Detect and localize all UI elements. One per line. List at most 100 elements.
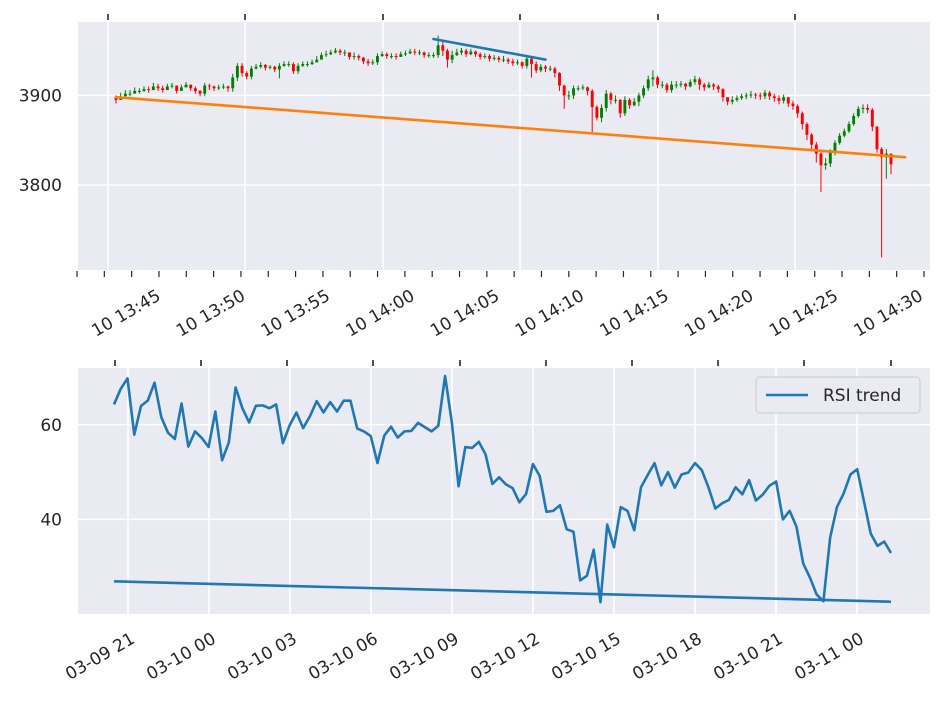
- candle-body: [333, 50, 337, 53]
- chart1-trendline: [114, 95, 907, 159]
- candle-body: [315, 59, 319, 63]
- candle-body: [291, 64, 295, 72]
- candle-body: [586, 87, 589, 91]
- candle-body: [170, 85, 174, 87]
- candle-body: [436, 45, 440, 56]
- candle-body: [819, 153, 823, 166]
- chart1-x-tick-label: 10 14:15: [597, 286, 673, 341]
- chart1-x-tick-label: 10 14:20: [681, 286, 757, 341]
- candle-body: [460, 50, 463, 53]
- candle-body: [399, 54, 403, 57]
- candle-body: [520, 62, 524, 66]
- candle-body: [623, 99, 627, 114]
- candle-body: [189, 84, 193, 89]
- chart2-x-tick-label: 03-10 12: [467, 629, 543, 685]
- candle-body: [763, 92, 767, 97]
- candle-body: [712, 84, 716, 87]
- chart2-x-tick-label: 03-10 15: [548, 629, 624, 685]
- candle-body: [651, 77, 655, 80]
- candle-body: [810, 134, 814, 145]
- candle-body: [446, 50, 449, 60]
- candle-body: [637, 95, 641, 102]
- candle-body: [866, 107, 870, 110]
- chart1-y-tick-label: 3900: [19, 86, 62, 106]
- candle-body: [744, 95, 748, 97]
- candle-body: [875, 126, 879, 150]
- candle-body: [324, 54, 328, 56]
- candle-body: [432, 55, 435, 57]
- candle-body: [319, 55, 323, 60]
- candle-body: [889, 153, 893, 165]
- chart1-trendline: [432, 37, 547, 61]
- candle-body: [525, 58, 529, 66]
- candle-body: [590, 90, 594, 108]
- candle-body: [758, 95, 762, 97]
- candle-body: [338, 50, 342, 53]
- chart2-x-tick-label: 03-10 21: [710, 629, 786, 685]
- candle-body: [226, 86, 230, 89]
- chart1-x-tick-label: 10 14:25: [766, 286, 842, 341]
- chart1-x-tick-labels: 10 13:45 10 13:50 10 13:55 10 14:00 10 14:05…: [88, 286, 926, 341]
- chart2-x-tick-label: 03-10 06: [305, 629, 381, 685]
- candle-body: [674, 84, 678, 86]
- candle-body: [352, 56, 356, 58]
- candle-body: [726, 97, 730, 102]
- candle-body: [782, 97, 786, 101]
- candle-body: [301, 64, 305, 66]
- candle-body: [413, 51, 417, 53]
- candle-body: [469, 51, 473, 55]
- candle-body: [581, 87, 585, 89]
- candle-body: [245, 73, 249, 77]
- candle-body: [347, 52, 351, 57]
- candle-body: [263, 64, 267, 68]
- candle-body: [791, 103, 795, 107]
- candle-body: [142, 89, 146, 91]
- candle-body: [805, 124, 809, 135]
- candle-body: [198, 90, 202, 94]
- chart2-x-tick-label: 03-10 18: [629, 629, 705, 685]
- candle-body: [492, 57, 496, 59]
- candle-body: [502, 59, 505, 61]
- candle-body: [427, 55, 431, 57]
- candle-body: [408, 51, 412, 54]
- candle-body: [114, 97, 118, 100]
- legend-box: [755, 376, 921, 414]
- candle-body: [371, 62, 375, 64]
- candle-body: [618, 99, 622, 114]
- candle-body: [193, 88, 197, 91]
- chart1-gridlines: [78, 22, 930, 270]
- candle-body: [567, 95, 571, 97]
- legend-label: RSI trend: [823, 386, 901, 406]
- candle-body: [394, 56, 398, 58]
- candle-body: [441, 45, 445, 51]
- candle-body: [595, 107, 599, 118]
- chart2-y-tick-label: 60: [40, 416, 62, 436]
- candle-body: [688, 81, 692, 87]
- candle-body: [833, 142, 837, 152]
- candle-body: [735, 98, 739, 100]
- chart2-x-tick-label: 03-10 09: [386, 629, 462, 685]
- chart1-y-tick-labels: 3800 3900: [19, 86, 62, 196]
- candle-body: [361, 57, 365, 62]
- candle-body: [329, 52, 333, 55]
- chart1-y-tick-label: 3800: [19, 176, 62, 196]
- candle-body: [604, 93, 608, 108]
- candle-body: [497, 57, 501, 60]
- chart1-ticks: [76, 14, 925, 277]
- candle-body: [749, 94, 753, 96]
- candle-body: [609, 93, 613, 100]
- chart2-x-tick-label: 03-11 00: [791, 629, 867, 685]
- candle-body: [679, 83, 683, 85]
- chart1-plot-area: [78, 22, 930, 270]
- candle-body: [380, 54, 384, 57]
- candle-body: [562, 85, 566, 96]
- candle-body: [544, 66, 547, 69]
- candle-body: [296, 65, 300, 72]
- chart2-x-tick-label: 03-10 00: [143, 629, 219, 685]
- candle-body: [814, 144, 818, 154]
- candle-body: [870, 109, 874, 127]
- candle-body: [847, 124, 851, 132]
- candle-body: [450, 55, 454, 60]
- candle-body: [305, 64, 309, 66]
